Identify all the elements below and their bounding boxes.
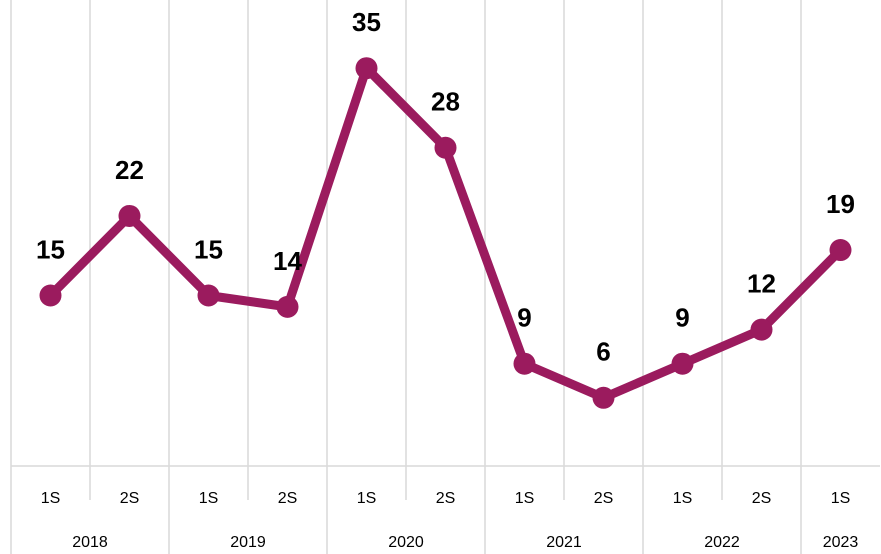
x-tick-label: 1S [831, 490, 851, 507]
marker [671, 352, 694, 375]
data-label: 12 [747, 268, 776, 298]
marker [513, 352, 536, 375]
group-label: 2019 [230, 534, 266, 551]
data-label: 14 [273, 246, 302, 276]
marker [197, 284, 220, 307]
x-tick-label: 1S [515, 490, 535, 507]
group-label: 2022 [704, 534, 740, 551]
marker [750, 318, 773, 341]
group-label: 2020 [388, 534, 424, 551]
x-tick-label: 2S [594, 490, 614, 507]
group-label: 2018 [72, 534, 108, 551]
group-label: 2023 [823, 534, 859, 551]
marker [118, 204, 141, 227]
marker [592, 386, 615, 409]
x-tick-label: 1S [357, 490, 377, 507]
data-label: 19 [826, 189, 855, 219]
marker [434, 136, 457, 159]
data-label: 15 [194, 234, 223, 264]
x-tick-label: 2S [752, 490, 772, 507]
x-tick-label: 2S [436, 490, 456, 507]
x-tick-label: 2S [278, 490, 298, 507]
x-tick-label: 1S [199, 490, 219, 507]
x-tick-label: 1S [673, 490, 693, 507]
data-label: 6 [596, 337, 610, 367]
data-label: 28 [431, 87, 460, 117]
data-label: 22 [115, 155, 144, 185]
data-label: 15 [36, 234, 65, 264]
group-label: 2021 [546, 534, 582, 551]
marker [355, 57, 378, 80]
marker [829, 239, 852, 262]
data-label: 9 [517, 303, 531, 333]
data-label: 35 [352, 7, 381, 37]
marker [39, 284, 62, 307]
x-tick-label: 2S [120, 490, 140, 507]
x-tick-label: 1S [41, 490, 61, 507]
marker [276, 295, 299, 318]
data-label: 9 [675, 303, 689, 333]
